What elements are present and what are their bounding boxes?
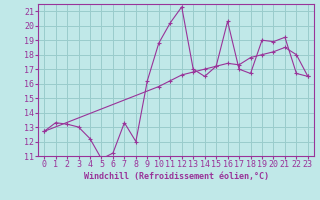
- X-axis label: Windchill (Refroidissement éolien,°C): Windchill (Refroidissement éolien,°C): [84, 172, 268, 181]
